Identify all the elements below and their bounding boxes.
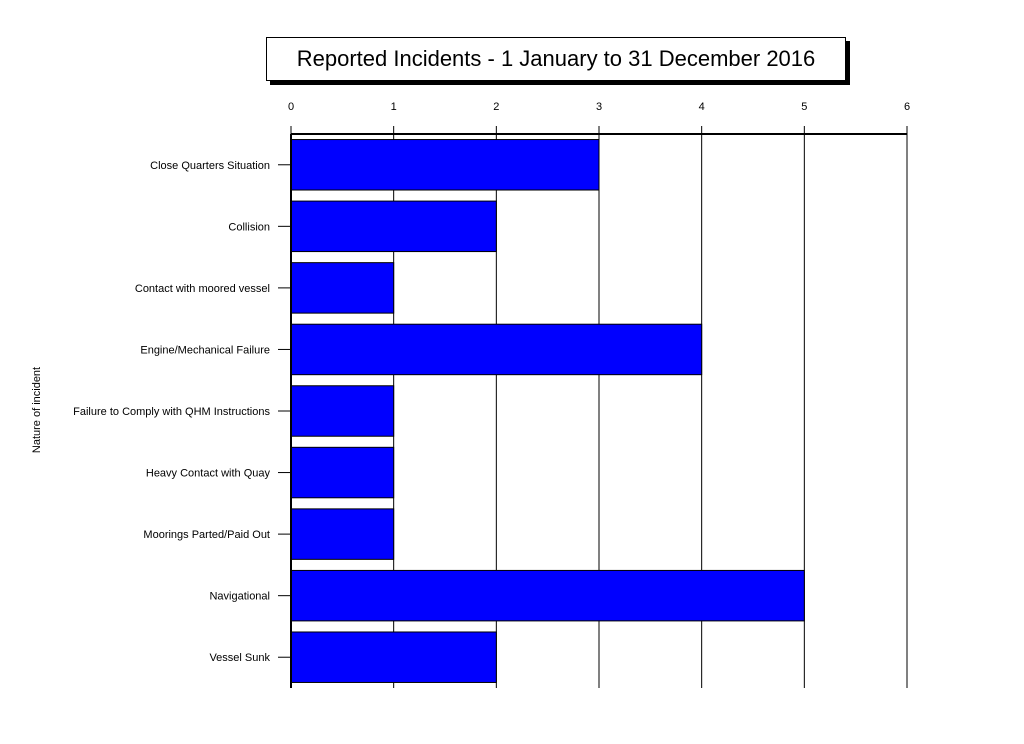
y-tick-label: Contact with moored vessel [135,283,270,295]
bar [290,323,703,376]
y-tick-label: Moorings Parted/Paid Out [143,529,270,541]
x-tick-label: 2 [493,101,499,113]
x-tick-label: 4 [699,101,705,113]
bar [290,569,805,622]
bar [290,631,497,683]
y-axis-label: Nature of incident [31,367,43,453]
axes [278,126,908,688]
x-tick-label: 0 [288,101,294,113]
bar [290,446,395,499]
y-tick-label: Vessel Sunk [209,652,270,664]
x-tick-label: 3 [596,101,602,113]
x-tick-label: 5 [801,101,807,113]
x-tick-label: 1 [391,101,397,113]
y-tick-label: Heavy Contact with Quay [146,468,271,480]
bar [290,508,395,560]
chart-title-box: Reported Incidents - 1 January to 31 Dec… [266,37,846,81]
y-tick-label: Collision [228,221,270,233]
chart-title: Reported Incidents - 1 January to 31 Dec… [296,46,816,71]
bars [290,139,805,683]
bar [290,139,600,191]
bar [290,385,395,437]
y-tick-label: Failure to Comply with QHM Instructions [73,406,270,418]
bar [290,200,497,253]
labels: 0 1 2 3 4 5 6 Close Quarters Situation Collision… [73,101,910,664]
y-tick-label: Engine/Mechanical Failure [140,344,270,356]
x-tick-label: 6 [904,101,910,113]
y-tick-label: Navigational [209,591,270,603]
y-tick-label: Close Quarters Situation [150,160,270,172]
bar [290,262,395,314]
